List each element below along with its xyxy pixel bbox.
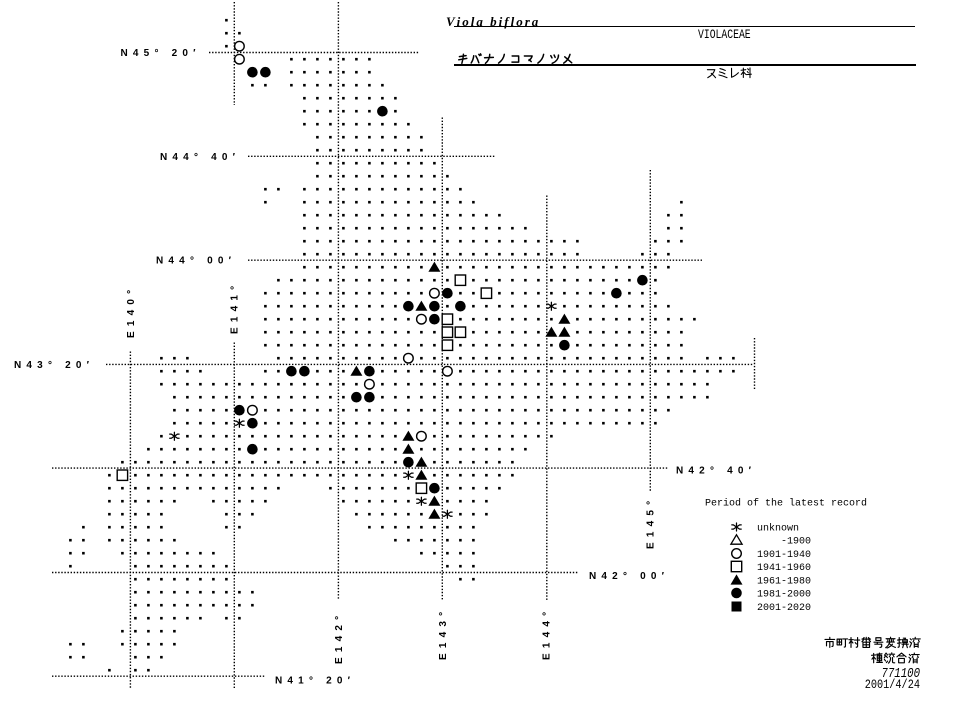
svg-text:Period of the latest record: Period of the latest record bbox=[705, 498, 867, 510]
svg-text:E143°: E143° bbox=[438, 607, 449, 660]
svg-text:1981-2000: 1981-2000 bbox=[757, 590, 811, 601]
svg-text:N44° 40′: N44° 40′ bbox=[160, 152, 240, 163]
svg-text:N43° 20′: N43° 20′ bbox=[14, 360, 94, 371]
svg-text:N42° 00′: N42° 00′ bbox=[589, 571, 669, 582]
svg-text:1901-1940: 1901-1940 bbox=[757, 550, 811, 561]
svg-text:1961-1980: 1961-1980 bbox=[757, 577, 811, 588]
svg-text:2001-2020: 2001-2020 bbox=[757, 603, 811, 614]
svg-text:N45° 20′: N45° 20′ bbox=[121, 48, 201, 59]
svg-text:E142°: E142° bbox=[334, 611, 345, 664]
svg-text:1941-1960: 1941-1960 bbox=[757, 563, 811, 574]
svg-text:E140°: E140° bbox=[126, 285, 137, 338]
svg-text:N44° 00′: N44° 00′ bbox=[156, 255, 236, 266]
svg-text:E141°: E141° bbox=[230, 281, 241, 334]
svg-text:-1900: -1900 bbox=[757, 537, 811, 548]
svg-text:E144°: E144° bbox=[542, 607, 553, 660]
svg-text:N41° 20′: N41° 20′ bbox=[275, 676, 355, 687]
svg-text:E145°: E145° bbox=[646, 496, 657, 549]
svg-text:N42° 40′: N42° 40′ bbox=[676, 466, 756, 477]
svg-text:unknown: unknown bbox=[757, 523, 799, 535]
